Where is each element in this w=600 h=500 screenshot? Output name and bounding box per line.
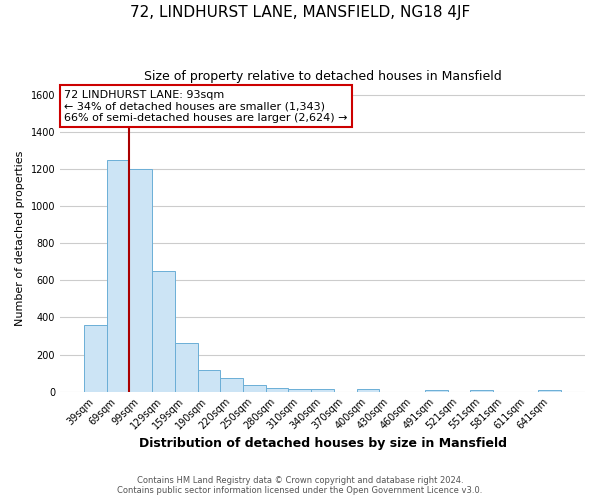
Text: 72, LINDHURST LANE, MANSFIELD, NG18 4JF: 72, LINDHURST LANE, MANSFIELD, NG18 4JF xyxy=(130,5,470,20)
Bar xyxy=(175,344,197,392)
Y-axis label: Number of detached properties: Number of detached properties xyxy=(15,151,25,326)
Title: Size of property relative to detached houses in Mansfield: Size of property relative to detached ho… xyxy=(143,70,502,83)
Bar xyxy=(425,390,448,392)
Bar xyxy=(220,378,243,392)
Bar xyxy=(266,388,289,392)
Bar xyxy=(243,384,266,392)
Text: Contains HM Land Registry data © Crown copyright and database right 2024.
Contai: Contains HM Land Registry data © Crown c… xyxy=(118,476,482,495)
Bar xyxy=(107,160,130,392)
Bar xyxy=(152,271,175,392)
Bar xyxy=(470,390,493,392)
Bar xyxy=(84,325,107,392)
Text: 72 LINDHURST LANE: 93sqm
← 34% of detached houses are smaller (1,343)
66% of sem: 72 LINDHURST LANE: 93sqm ← 34% of detach… xyxy=(64,90,348,123)
Bar xyxy=(289,390,311,392)
Bar xyxy=(311,390,334,392)
Bar xyxy=(356,390,379,392)
Bar xyxy=(538,390,561,392)
X-axis label: Distribution of detached houses by size in Mansfield: Distribution of detached houses by size … xyxy=(139,437,506,450)
Bar xyxy=(130,169,152,392)
Bar xyxy=(197,370,220,392)
